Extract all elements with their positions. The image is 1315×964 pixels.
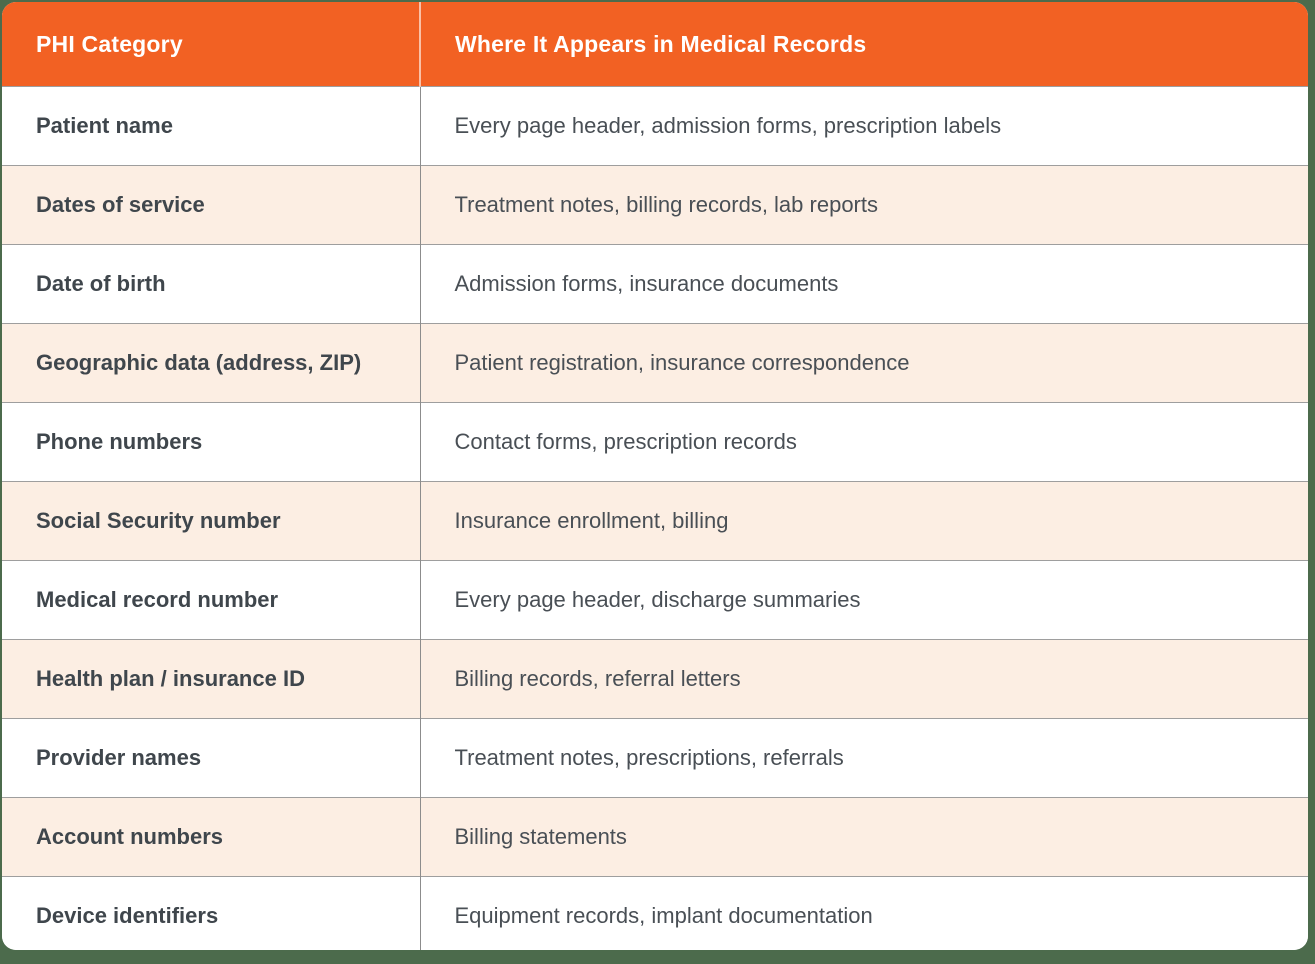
category-cell: Provider names — [2, 718, 421, 798]
table-row: Dates of service Treatment notes, billin… — [2, 165, 1308, 245]
table-row: Patient name Every page header, admissio… — [2, 86, 1308, 166]
category-cell: Social Security number — [2, 481, 421, 561]
where-cell: Treatment notes, prescriptions, referral… — [420, 718, 1308, 798]
table-row: Health plan / insurance ID Billing recor… — [2, 639, 1308, 719]
category-cell: Health plan / insurance ID — [2, 639, 421, 719]
table-row: Device identifiers Equipment records, im… — [2, 876, 1308, 950]
where-cell: Patient registration, insurance correspo… — [420, 323, 1308, 403]
where-cell: Contact forms, prescription records — [420, 402, 1308, 482]
where-cell: Billing records, referral letters — [420, 639, 1308, 719]
table-row: Social Security number Insurance enrollm… — [2, 481, 1308, 561]
category-cell: Dates of service — [2, 165, 421, 245]
table-row: Geographic data (address, ZIP) Patient r… — [2, 323, 1308, 403]
category-cell: Geographic data (address, ZIP) — [2, 323, 421, 403]
table-row: Phone numbers Contact forms, prescriptio… — [2, 402, 1308, 482]
table-row: Provider names Treatment notes, prescrip… — [2, 718, 1308, 798]
where-cell: Insurance enrollment, billing — [420, 481, 1308, 561]
category-cell: Medical record number — [2, 560, 421, 640]
category-cell: Date of birth — [2, 244, 421, 324]
table-body: Patient name Every page header, admissio… — [2, 86, 1308, 950]
header-row: PHI Category Where It Appears in Medical… — [2, 2, 1308, 87]
where-cell: Every page header, admission forms, pres… — [420, 86, 1308, 166]
table-row: Medical record number Every page header,… — [2, 560, 1308, 640]
category-cell: Device identifiers — [2, 876, 421, 950]
phi-table-card: PHI Category Where It Appears in Medical… — [2, 2, 1308, 950]
category-cell: Phone numbers — [2, 402, 421, 482]
where-cell: Admission forms, insurance documents — [420, 244, 1308, 324]
phi-table: PHI Category Where It Appears in Medical… — [2, 2, 1308, 950]
table-row: Account numbers Billing statements — [2, 797, 1308, 877]
where-cell: Billing statements — [420, 797, 1308, 877]
where-cell: Every page header, discharge summaries — [420, 560, 1308, 640]
column-header-phi-category: PHI Category — [2, 2, 421, 87]
column-header-where-appears: Where It Appears in Medical Records — [420, 2, 1308, 87]
category-cell: Account numbers — [2, 797, 421, 877]
table-row: Date of birth Admission forms, insurance… — [2, 244, 1308, 324]
table-header: PHI Category Where It Appears in Medical… — [2, 2, 1308, 87]
category-cell: Patient name — [2, 86, 421, 166]
where-cell: Equipment records, implant documentation — [420, 876, 1308, 950]
where-cell: Treatment notes, billing records, lab re… — [420, 165, 1308, 245]
